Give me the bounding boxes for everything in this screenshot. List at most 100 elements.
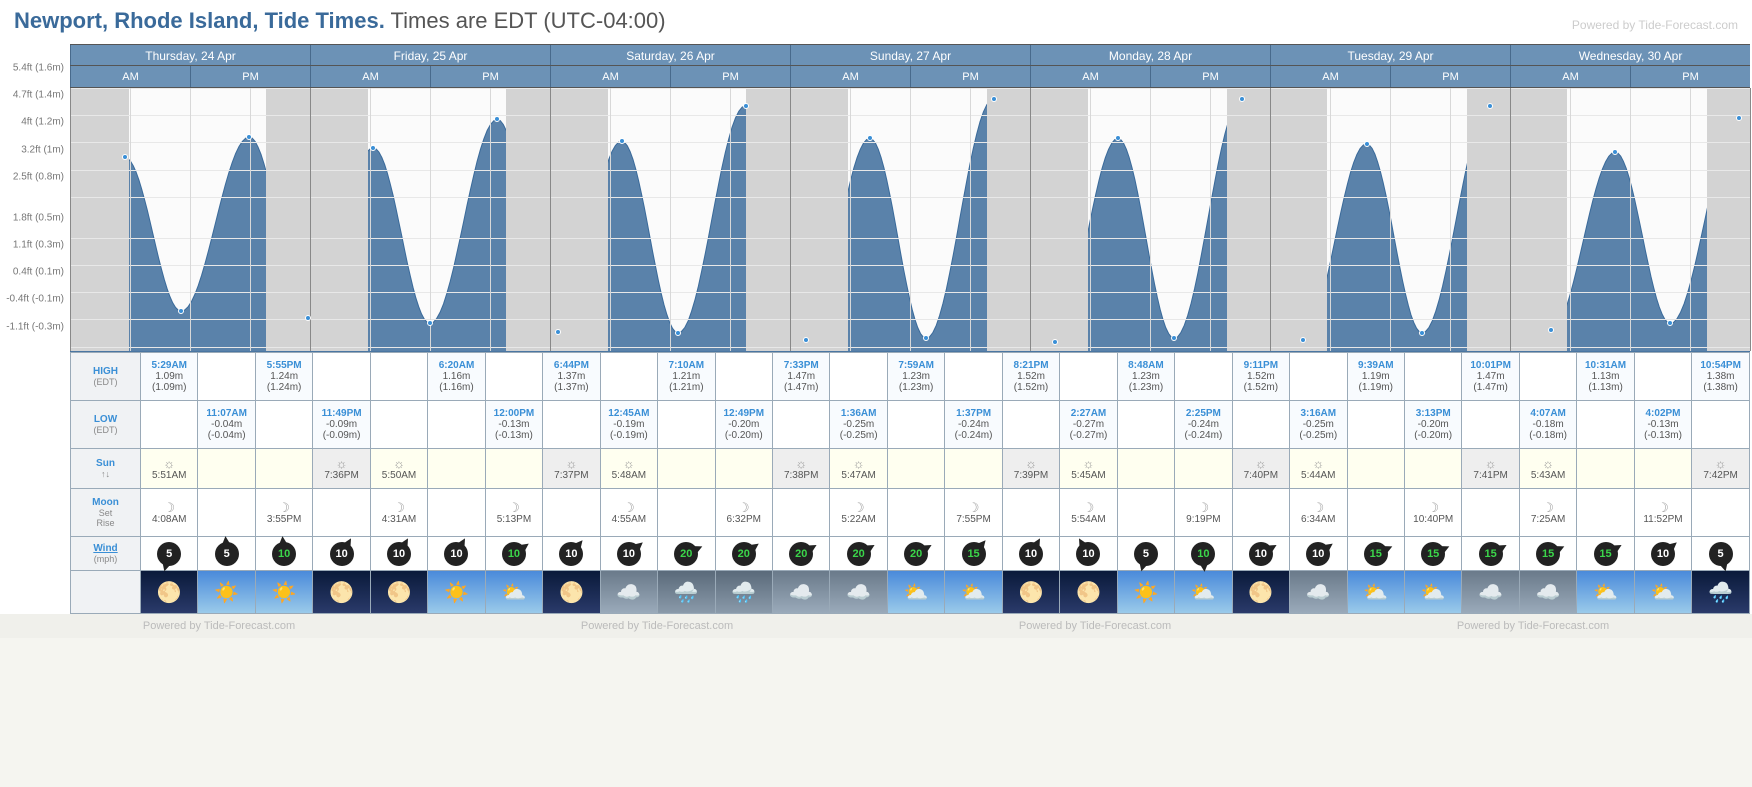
high-tide-cell — [830, 353, 887, 401]
low-tide-cell — [1462, 401, 1519, 449]
night-shade — [1467, 88, 1510, 351]
ampm-header: AM — [790, 66, 910, 87]
moon-cell: ☽7:55PM — [945, 489, 1002, 537]
moon-cell: ☽5:54AM — [1060, 489, 1117, 537]
gridline-v — [550, 88, 551, 351]
weather-cell: 🌧️ — [1692, 571, 1750, 614]
gridline-v — [790, 88, 791, 351]
wind-cell: 20 — [715, 537, 772, 571]
tide-extreme-dot — [1239, 96, 1245, 102]
wind-cell: 10 — [1290, 537, 1347, 571]
sunset-cell: ☼7:42PM — [1692, 449, 1750, 489]
wind-cell: 20 — [772, 537, 829, 571]
low-tide-cell: 1:36AM-0.25m(-0.25m) — [830, 401, 887, 449]
moon-cell — [428, 489, 485, 537]
low-tide-cell — [658, 401, 715, 449]
sunrise-cell: ☼5:50AM — [370, 449, 427, 489]
moon-cell: ☽10:40PM — [1404, 489, 1461, 537]
night-shade — [506, 88, 550, 351]
tide-extreme-dot — [1300, 337, 1306, 343]
wind-cell: 5 — [141, 537, 198, 571]
y-tick-label: 1.1ft (0.3m) — [13, 239, 64, 250]
weather-cell: ☁️ — [1290, 571, 1347, 614]
brand-watermark: Powered by Tide-Forecast.com — [1572, 8, 1738, 32]
wind-cell: 10 — [1232, 537, 1289, 571]
moon-cell: ☽11:52PM — [1634, 489, 1691, 537]
low-tide-cell: 11:07AM-0.04m(-0.04m) — [198, 401, 255, 449]
wind-cell: 5 — [1692, 537, 1750, 571]
night-shade — [1270, 88, 1327, 351]
wind-cell: 10 — [1060, 537, 1117, 571]
sun-blank — [658, 449, 715, 489]
moon-cell — [1232, 489, 1289, 537]
night-shade — [1707, 88, 1750, 351]
wind-cell: 15 — [1347, 537, 1404, 571]
night-shade — [310, 88, 368, 351]
ampm-header-row: AMPMAMPMAMPMAMPMAMPMAMPMAMPM — [70, 66, 1750, 88]
sun-blank — [945, 449, 1002, 489]
weather-cell: 🌧️ — [658, 571, 715, 614]
low-tide-cell: 3:13PM-0.20m(-0.20m) — [1404, 401, 1461, 449]
wind-cell: 5 — [1117, 537, 1174, 571]
ampm-header: PM — [430, 66, 550, 87]
night-shade — [550, 88, 608, 351]
row-label-moon: MoonSetRise — [71, 489, 141, 537]
high-tide-cell — [1060, 353, 1117, 401]
ampm-header: AM — [310, 66, 430, 87]
day-header: Saturday, 26 Apr — [550, 45, 790, 65]
footer-brand: Powered by Tide-Forecast.com — [0, 614, 438, 638]
weather-cell: 🌕 — [1232, 571, 1289, 614]
wind-cell: 10 — [255, 537, 312, 571]
tide-extreme-dot — [803, 337, 809, 343]
gridline-v — [310, 88, 311, 351]
gridline-v — [910, 88, 911, 351]
sunset-cell: ☼7:40PM — [1232, 449, 1289, 489]
moon-cell: ☽4:55AM — [600, 489, 657, 537]
y-tick-label: -1.1ft (-0.3m) — [6, 321, 64, 332]
gridline-v — [1630, 88, 1631, 351]
high-tide-cell — [1634, 353, 1691, 401]
high-tide-cell — [600, 353, 657, 401]
wind-cell: 15 — [1462, 537, 1519, 571]
sun-blank — [1634, 449, 1691, 489]
sunrise-cell: ☼5:47AM — [830, 449, 887, 489]
high-tide-cell: 7:33PM1.47m(1.47m) — [772, 353, 829, 401]
gridline-v — [1150, 88, 1151, 351]
night-shade — [70, 88, 129, 351]
sun-blank — [1117, 449, 1174, 489]
wind-cell: 20 — [658, 537, 715, 571]
low-tide-cell — [1232, 401, 1289, 449]
weather-cell: 🌕 — [141, 571, 198, 614]
gridline-v — [670, 88, 671, 351]
ampm-header: AM — [1270, 66, 1390, 87]
y-tick-label: 1.8ft (0.5m) — [13, 212, 64, 223]
weather-cell: ☁️ — [772, 571, 829, 614]
moon-cell — [658, 489, 715, 537]
gridline-v — [1330, 88, 1331, 351]
ampm-header: PM — [1630, 66, 1750, 87]
high-tide-cell — [715, 353, 772, 401]
y-tick-label: 0.4ft (0.1m) — [13, 267, 64, 278]
gridline-v — [370, 88, 371, 351]
y-tick-label: 4ft (1.2m) — [21, 117, 64, 128]
tide-extreme-dot — [1487, 103, 1493, 109]
high-tide-cell: 7:10AM1.21m(1.21m) — [658, 353, 715, 401]
weather-cell: 🌕 — [1060, 571, 1117, 614]
tide-extreme-dot — [555, 329, 561, 335]
high-tide-cell: 10:01PM1.47m(1.47m) — [1462, 353, 1519, 401]
moon-cell — [1117, 489, 1174, 537]
wind-cell: 10 — [485, 537, 542, 571]
weather-cell: ☁️ — [1519, 571, 1576, 614]
wind-cell: 10 — [1002, 537, 1059, 571]
moon-cell — [1347, 489, 1404, 537]
tide-extreme-dot — [1736, 115, 1742, 121]
wind-cell: 15 — [1577, 537, 1634, 571]
night-shade — [746, 88, 790, 351]
row-label-high: HIGH(EDT) — [71, 353, 141, 401]
tide-extreme-dot — [427, 320, 433, 326]
weather-cell: ☁️ — [830, 571, 887, 614]
low-tide-cell: 12:49PM-0.20m(-0.20m) — [715, 401, 772, 449]
low-tide-cell: 4:07AM-0.18m(-0.18m) — [1519, 401, 1576, 449]
high-tide-cell — [198, 353, 255, 401]
high-tide-cell: 9:39AM1.19m(1.19m) — [1347, 353, 1404, 401]
